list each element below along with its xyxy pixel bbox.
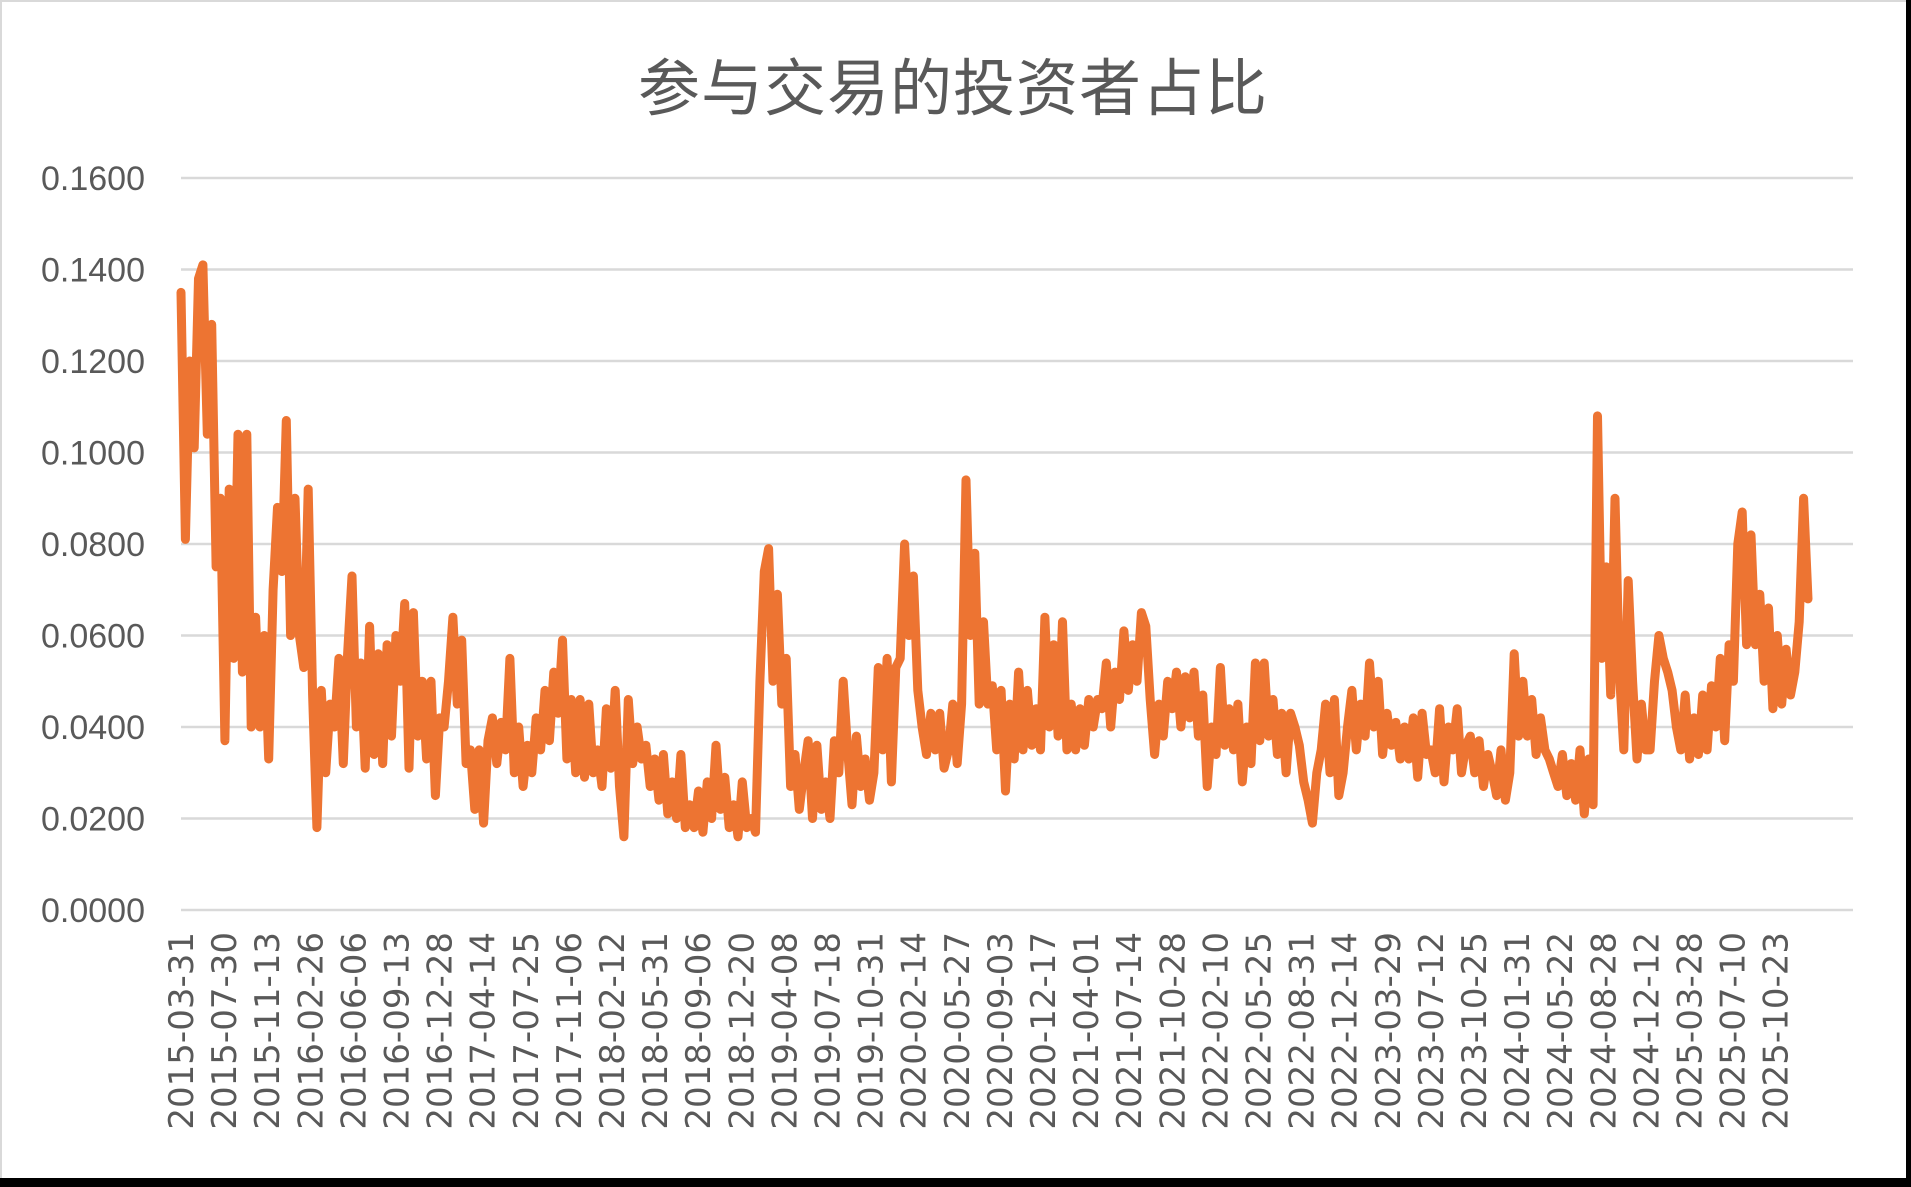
y-tick-label: 0.1400 [41, 252, 145, 290]
x-tick-label: 2016-09-13 [378, 932, 418, 1130]
y-tick-label: 0.0600 [41, 618, 145, 656]
x-tick-label: 2017-07-25 [507, 932, 547, 1130]
x-tick-label: 2019-04-08 [765, 932, 805, 1130]
y-tick-label: 0.0200 [41, 801, 145, 839]
x-tick-label: 2019-10-31 [852, 932, 892, 1130]
x-tick-label: 2023-10-25 [1455, 932, 1495, 1130]
x-tick-label: 2016-06-06 [334, 932, 374, 1130]
x-tick-label: 2017-11-06 [550, 932, 590, 1130]
x-tick-label: 2024-12-12 [1627, 932, 1667, 1130]
x-tick-label: 2018-02-12 [593, 932, 633, 1130]
x-tick-label: 2024-01-31 [1498, 932, 1538, 1130]
x-tick-label: 2018-12-20 [722, 932, 762, 1130]
y-tick-label: 0.1600 [41, 160, 145, 198]
x-tick-label: 2015-03-31 [162, 932, 202, 1130]
x-tick-label: 2025-07-10 [1714, 932, 1754, 1130]
x-tick-label: 2016-12-28 [421, 932, 461, 1130]
y-tick-label: 0.0800 [41, 526, 145, 564]
y-tick-label: 0.0400 [41, 709, 145, 747]
series-line [176, 260, 1813, 842]
x-tick-label: 2023-03-29 [1369, 932, 1409, 1130]
x-tick-label: 2024-05-22 [1541, 932, 1581, 1130]
y-tick-label: 0.1000 [41, 435, 145, 473]
x-axis-labels: 2015-03-31 2015-07-30 2015-11-13 2016-02-26… [162, 932, 1797, 1130]
x-tick-label: 2021-07-14 [1110, 932, 1150, 1130]
y-tick-label: 0.1200 [41, 343, 145, 381]
x-tick-label: 2023-07-12 [1412, 932, 1452, 1130]
chart-title: 参与交易的投资者占比 [637, 52, 1268, 125]
x-tick-label: 2025-03-28 [1671, 932, 1711, 1130]
y-axis-labels: 0.0000 0.0200 0.0400 0.0600 0.0800 0.1000 0.12… [41, 160, 145, 930]
x-tick-label: 2019-07-18 [809, 932, 849, 1130]
x-tick-label: 2022-12-14 [1326, 932, 1366, 1130]
x-tick-label: 2020-09-03 [981, 932, 1021, 1130]
x-tick-label: 2021-04-01 [1067, 932, 1107, 1130]
x-tick-label: 2018-05-31 [636, 932, 676, 1130]
x-tick-label: 2021-10-28 [1153, 932, 1193, 1130]
x-tick-label: 2015-07-30 [205, 932, 245, 1130]
x-tick-label: 2017-04-14 [464, 932, 504, 1130]
x-tick-label: 2025-10-23 [1757, 932, 1797, 1130]
x-tick-label: 2018-09-06 [679, 932, 719, 1130]
x-tick-label: 2020-12-17 [1024, 932, 1064, 1130]
x-tick-label: 2022-02-10 [1196, 932, 1236, 1130]
x-tick-label: 2020-05-27 [938, 932, 978, 1130]
x-tick-label: 2020-02-14 [895, 932, 935, 1130]
x-tick-label: 2024-08-28 [1584, 932, 1624, 1130]
x-tick-label: 2015-11-13 [248, 932, 288, 1130]
y-tick-label: 0.0000 [41, 892, 145, 930]
gridlines [181, 176, 1853, 912]
x-tick-label: 2022-08-31 [1283, 932, 1323, 1130]
x-tick-label: 2016-02-26 [291, 932, 331, 1130]
x-tick-label: 2022-05-25 [1240, 932, 1280, 1130]
